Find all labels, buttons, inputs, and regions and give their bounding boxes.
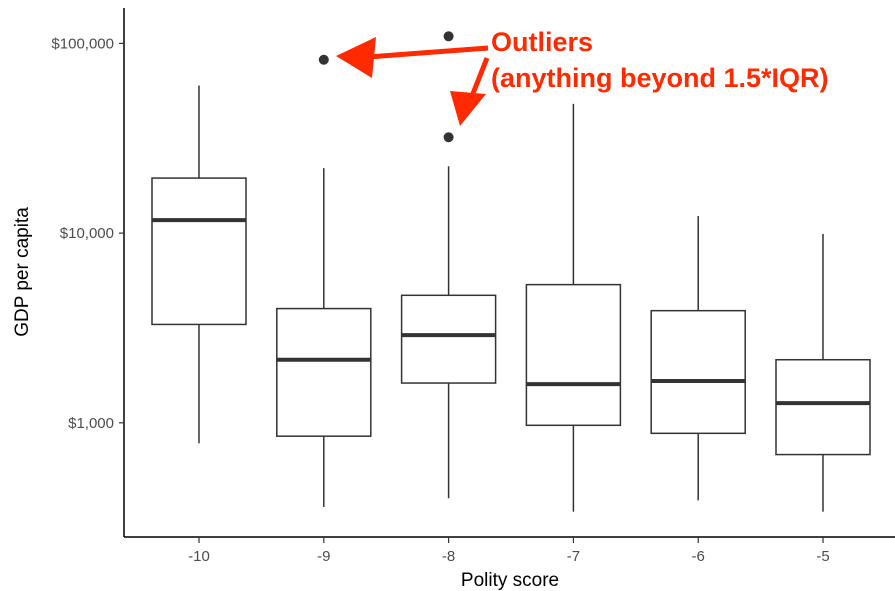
x-tick-label: -5 xyxy=(816,548,829,565)
annotation-line-1: Outliers xyxy=(491,27,593,57)
box-iqr xyxy=(400,294,497,384)
plot-area xyxy=(151,31,871,512)
x-tick-label: -9 xyxy=(317,548,330,565)
box-group xyxy=(525,103,622,512)
annotation-arrow-2 xyxy=(450,57,490,126)
x-tick-label: -7 xyxy=(567,548,580,565)
box-group xyxy=(400,31,497,499)
arrow-shaft xyxy=(469,57,490,97)
x-axis-title: Polity score xyxy=(461,570,559,591)
box-iqr xyxy=(151,177,247,326)
x-tick-label: -10 xyxy=(188,548,210,565)
arrow-head xyxy=(336,37,376,78)
box-iqr xyxy=(525,283,622,427)
annotation-line-2: (anything beyond 1.5*IQR) xyxy=(491,63,829,93)
outlier-point xyxy=(443,132,454,143)
x-tick-label: -6 xyxy=(692,548,705,565)
x-tick-label: -8 xyxy=(442,548,455,565)
annotation-arrow-1 xyxy=(336,37,489,78)
box-iqr xyxy=(775,358,871,456)
box-group xyxy=(276,54,372,507)
y-tick-label: $1,000 xyxy=(68,415,114,432)
y-axis-title: GDP per capita xyxy=(12,207,33,337)
arrow-head xyxy=(450,91,486,126)
axes: Polity score GDP per capita $1,000 $10,00… xyxy=(12,8,895,591)
y-tick-label: $10,000 xyxy=(60,225,114,242)
box-group xyxy=(151,85,247,444)
outlier-point xyxy=(318,54,329,65)
box-iqr xyxy=(276,307,372,437)
outlier-point xyxy=(443,31,454,42)
box-iqr xyxy=(650,309,746,435)
box-group xyxy=(775,233,871,512)
outlier-annotation: Outliers (anything beyond 1.5*IQR) xyxy=(336,27,829,126)
y-tick-label: $100,000 xyxy=(51,35,114,52)
arrow-shaft xyxy=(367,45,489,60)
box-group xyxy=(650,216,746,501)
